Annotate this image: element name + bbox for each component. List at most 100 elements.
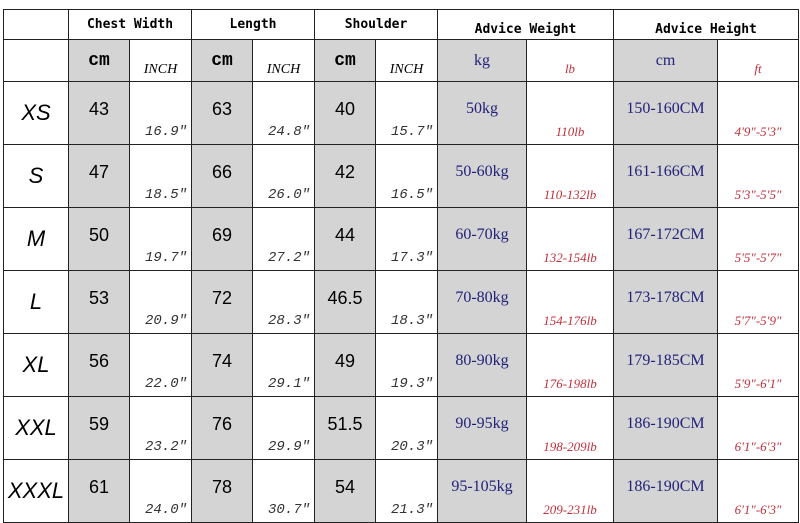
unit-cm: cm bbox=[191, 39, 253, 82]
cell-ft: 4′9″-5′3″ bbox=[717, 81, 799, 145]
cell-size: M bbox=[3, 207, 69, 271]
cell-size: XL bbox=[3, 333, 69, 397]
unit-inch: INCH bbox=[252, 39, 315, 82]
corner-cell bbox=[3, 9, 69, 40]
unit-inch: INCH bbox=[375, 39, 438, 82]
cell-size: L bbox=[3, 270, 69, 334]
size-chart-table: Chest Width Length Shoulder Advice Weigh… bbox=[3, 9, 799, 523]
cell-height-cm: 173-178CM bbox=[613, 270, 718, 334]
cell-height-cm: 150-160CM bbox=[613, 81, 718, 145]
size-row: S 47 18.5″ 66 26.0″ 42 16.5″ 50-60kg 110-132lb 16… bbox=[3, 144, 799, 208]
cell-chest-in: 16.9″ bbox=[129, 81, 192, 145]
cell-length-cm: 63 bbox=[191, 81, 253, 145]
cell-kg: 95-105kg bbox=[437, 459, 527, 523]
cell-shoulder-in: 20.3″ bbox=[375, 396, 438, 460]
cell-length-cm: 78 bbox=[191, 459, 253, 523]
cell-length-cm: 69 bbox=[191, 207, 253, 271]
cell-lb: 110-132lb bbox=[526, 144, 614, 208]
cell-length-in: 28.3″ bbox=[252, 270, 315, 334]
cell-shoulder-cm: 42 bbox=[314, 144, 376, 208]
cell-shoulder-cm: 44 bbox=[314, 207, 376, 271]
cell-ft: 6′1″-6′3″ bbox=[717, 396, 799, 460]
cell-size: XXXL bbox=[3, 459, 69, 523]
cell-lb: 209-231lb bbox=[526, 459, 614, 523]
cell-chest-cm: 53 bbox=[68, 270, 130, 334]
cell-size: XS bbox=[3, 81, 69, 145]
cell-height-cm: 161-166CM bbox=[613, 144, 718, 208]
header-weight: Advice Weight bbox=[437, 9, 614, 40]
cell-length-cm: 76 bbox=[191, 396, 253, 460]
header-row: Chest Width Length Shoulder Advice Weigh… bbox=[3, 9, 799, 40]
cell-length-cm: 66 bbox=[191, 144, 253, 208]
cell-chest-cm: 50 bbox=[68, 207, 130, 271]
cell-chest-in: 22.0″ bbox=[129, 333, 192, 397]
cell-ft: 5′3″-5′5″ bbox=[717, 144, 799, 208]
cell-lb: 110lb bbox=[526, 81, 614, 145]
cell-height-cm: 167-172CM bbox=[613, 207, 718, 271]
cell-length-in: 24.8″ bbox=[252, 81, 315, 145]
header-chest: Chest Width bbox=[68, 9, 192, 40]
cell-shoulder-cm: 46.5 bbox=[314, 270, 376, 334]
cell-chest-in: 23.2″ bbox=[129, 396, 192, 460]
cell-shoulder-in: 17.3″ bbox=[375, 207, 438, 271]
unit-lb: lb bbox=[526, 39, 614, 82]
cell-chest-in: 20.9″ bbox=[129, 270, 192, 334]
cell-shoulder-in: 21.3″ bbox=[375, 459, 438, 523]
cell-shoulder-cm: 54 bbox=[314, 459, 376, 523]
cell-lb: 198-209lb bbox=[526, 396, 614, 460]
cell-length-cm: 74 bbox=[191, 333, 253, 397]
cell-shoulder-in: 18.3″ bbox=[375, 270, 438, 334]
cell-lb: 132-154lb bbox=[526, 207, 614, 271]
cell-size: S bbox=[3, 144, 69, 208]
cell-ft: 5′5″-5′7″ bbox=[717, 207, 799, 271]
size-row: XXL 59 23.2″ 76 29.9″ 51.5 20.3″ 90-95kg 198-209… bbox=[3, 396, 799, 460]
cell-ft: 5′9″-6′1″ bbox=[717, 333, 799, 397]
cell-kg: 80-90kg bbox=[437, 333, 527, 397]
size-row: M 50 19.7″ 69 27.2″ 44 17.3″ 60-70kg 132-154lb 16… bbox=[3, 207, 799, 271]
cell-shoulder-in: 19.3″ bbox=[375, 333, 438, 397]
cell-shoulder-cm: 49 bbox=[314, 333, 376, 397]
cell-length-in: 29.9″ bbox=[252, 396, 315, 460]
cell-length-in: 29.1″ bbox=[252, 333, 315, 397]
header-length: Length bbox=[191, 9, 315, 40]
cell-lb: 176-198lb bbox=[526, 333, 614, 397]
cell-kg: 90-95kg bbox=[437, 396, 527, 460]
cell-ft: 5′7″-5′9″ bbox=[717, 270, 799, 334]
unit-inch: INCH bbox=[129, 39, 192, 82]
cell-shoulder-in: 16.5″ bbox=[375, 144, 438, 208]
cell-chest-in: 19.7″ bbox=[129, 207, 192, 271]
cell-height-cm: 186-190CM bbox=[613, 396, 718, 460]
cell-height-cm: 179-185CM bbox=[613, 333, 718, 397]
unit-ft: ft bbox=[717, 39, 799, 82]
cell-kg: 50kg bbox=[437, 81, 527, 145]
cell-length-in: 26.0″ bbox=[252, 144, 315, 208]
cell-height-cm: 186-190CM bbox=[613, 459, 718, 523]
cell-chest-cm: 47 bbox=[68, 144, 130, 208]
cell-size: XXL bbox=[3, 396, 69, 460]
cell-length-cm: 72 bbox=[191, 270, 253, 334]
cell-chest-cm: 43 bbox=[68, 81, 130, 145]
cell-chest-in: 24.0″ bbox=[129, 459, 192, 523]
cell-shoulder-cm: 40 bbox=[314, 81, 376, 145]
cell-lb: 154-176lb bbox=[526, 270, 614, 334]
cell-shoulder-cm: 51.5 bbox=[314, 396, 376, 460]
size-row: XXXL 61 24.0″ 78 30.7″ 54 21.3″ 95-105kg 209-231… bbox=[3, 459, 799, 523]
cell-shoulder-in: 15.7″ bbox=[375, 81, 438, 145]
header-shoulder: Shoulder bbox=[314, 9, 438, 40]
size-row: XL 56 22.0″ 74 29.1″ 49 19.3″ 80-90kg 176-198lb 1… bbox=[3, 333, 799, 397]
size-row: XS 43 16.9″ 63 24.8″ 40 15.7″ 50kg 110lb 150-160C… bbox=[3, 81, 799, 145]
size-row: L 53 20.9″ 72 28.3″ 46.5 18.3″ 70-80kg 154-176lb… bbox=[3, 270, 799, 334]
cell-length-in: 27.2″ bbox=[252, 207, 315, 271]
cell-chest-cm: 56 bbox=[68, 333, 130, 397]
unit-cm: cm bbox=[68, 39, 130, 82]
unit-cm: cm bbox=[314, 39, 376, 82]
cell-ft: 6′1″-6′3″ bbox=[717, 459, 799, 523]
unit-kg: kg bbox=[437, 39, 527, 82]
cell-chest-cm: 61 bbox=[68, 459, 130, 523]
unit-height-cm: cm bbox=[613, 39, 718, 82]
cell-length-in: 30.7″ bbox=[252, 459, 315, 523]
cell-kg: 60-70kg bbox=[437, 207, 527, 271]
cell-kg: 70-80kg bbox=[437, 270, 527, 334]
header-height: Advice Height bbox=[613, 9, 799, 40]
cell-chest-in: 18.5″ bbox=[129, 144, 192, 208]
